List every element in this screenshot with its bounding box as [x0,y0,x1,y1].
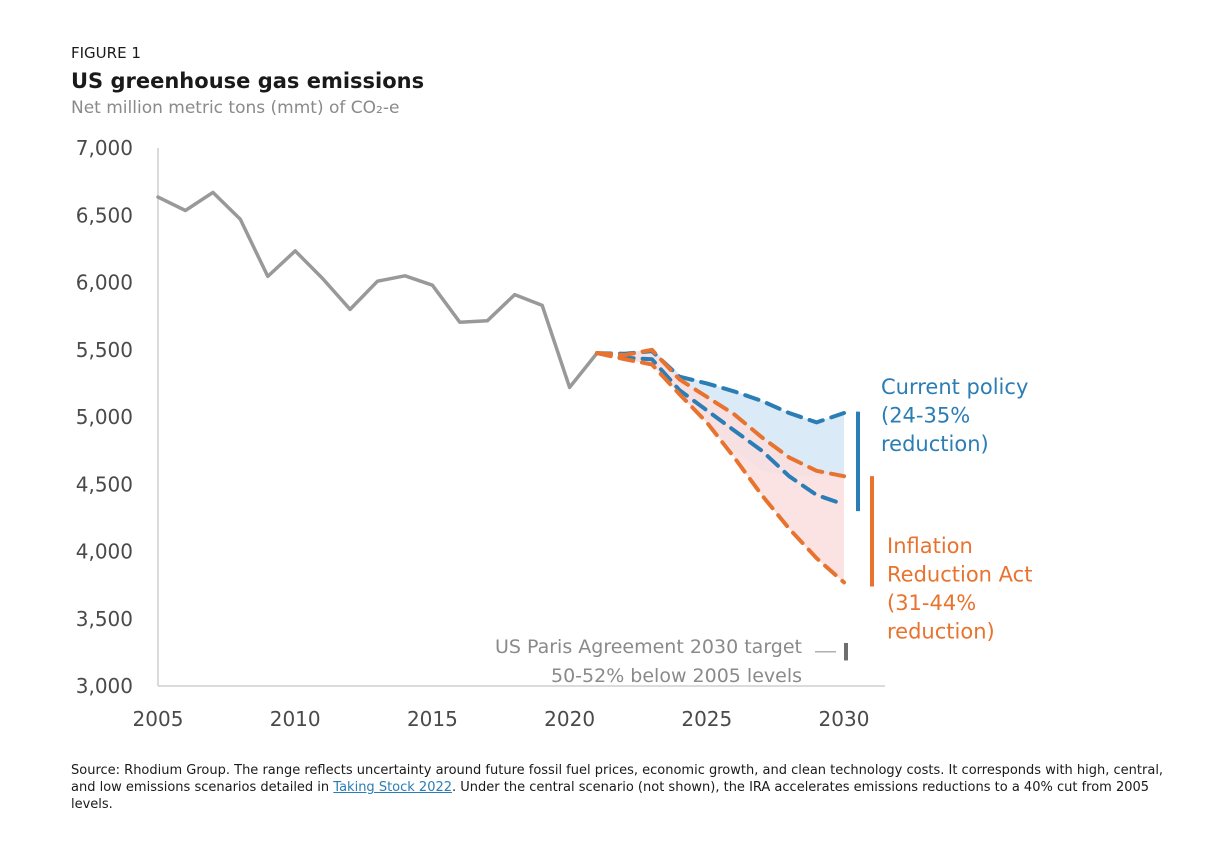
historical-emissions-line [156,190,599,390]
x-tick-label: 2015 [407,707,458,731]
y-tick-label: 6,000 [76,271,133,295]
x-tick-label: 2030 [819,707,870,731]
y-tick-label: 3,000 [76,674,133,698]
axes: 3,000 3,500 4,000 4,500 5,000 5,500 6,000 6,500… [76,136,885,731]
x-tick-label: 2025 [681,707,732,731]
y-tick-label: 3,500 [76,607,133,631]
figure-label: FIGURE 1 [71,44,141,62]
source-note: Source: Rhodium Group. The range reflect… [71,762,1171,813]
source-text-suffix: . Under the central scenario (not shown)… [71,780,1150,812]
scenario-ranges [624,348,844,583]
chart-subtitle: Net million metric tons (mmt) of CO₂-e [71,98,399,118]
current-policy-scenario-line [595,349,846,425]
current-policy-scenario-line [595,351,846,507]
y-tick-label: 4,000 [76,540,133,564]
x-tick-label: 2010 [270,707,321,731]
inflation-reduction-act-label-line: Inflation [887,534,973,558]
y-tick-label: 4,500 [76,472,133,496]
series-lines [156,190,846,585]
annotations: Current policy (24-35% reduction) Inflation… [495,375,1032,687]
inflation-reduction-act-scenario-line [595,347,846,479]
taking-stock-link[interactable]: Taking Stock 2022 [333,780,453,795]
y-tick-label: 5,500 [76,338,133,362]
current-policy-label-line: Current policy [881,375,1028,399]
chart-title: US greenhouse gas emissions [71,69,424,93]
inflation-reduction-act-range-area [624,349,844,583]
inflation-reduction-act-scenario-line [595,351,846,585]
y-tick-label: 6,500 [76,203,133,227]
y-tick-label: 7,000 [76,136,133,160]
current-policy-label-line: (24-35% [881,404,970,428]
x-tick-label: 2005 [133,707,184,731]
y-tick-label: 5,000 [76,405,133,429]
inflation-reduction-act-label-line: reduction) [887,620,995,644]
inflation-reduction-act-label-line: Reduction Act [887,563,1032,587]
x-tick-label: 2020 [544,707,595,731]
paris-target-label-line: US Paris Agreement 2030 target [495,636,802,658]
source-text-prefix: Source: Rhodium Group. The range reflect… [71,763,1164,795]
inflation-reduction-act-label-line: (31-44% [887,591,976,615]
current-policy-label-line: reduction) [881,432,989,456]
paris-target-label-line: 50-52% below 2005 levels [551,665,802,687]
